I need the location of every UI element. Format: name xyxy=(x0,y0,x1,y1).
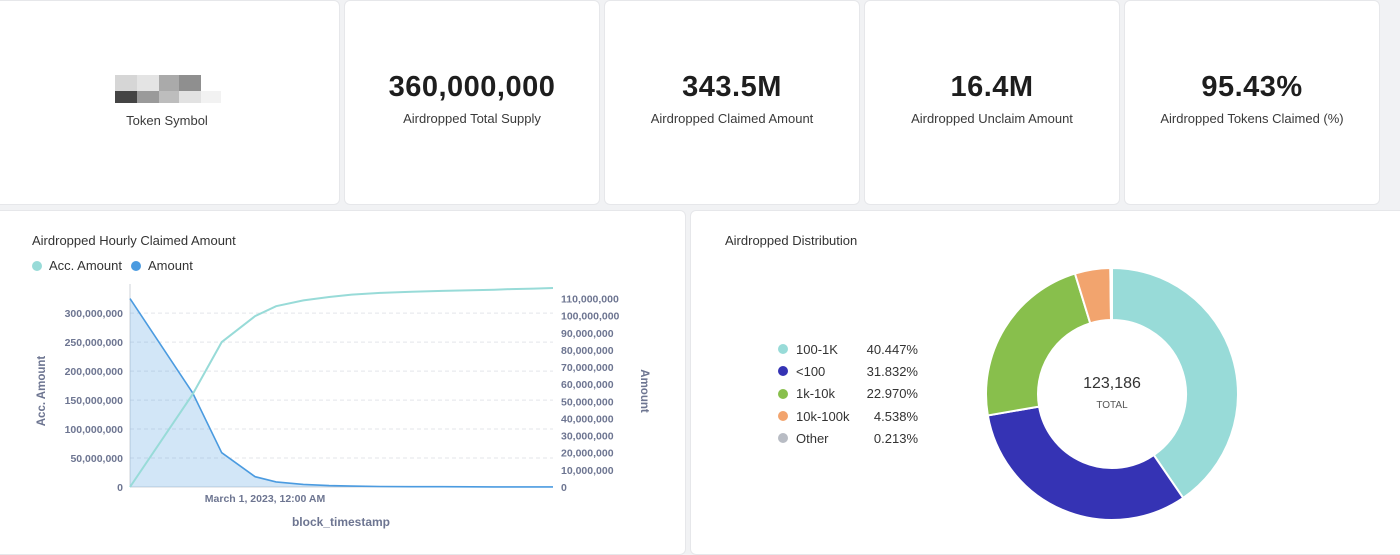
amount-line[interactable] xyxy=(129,298,553,488)
y2-axis-title: Amount xyxy=(638,369,650,413)
acc-amount-line[interactable] xyxy=(129,287,554,488)
kpi-total-supply-card: 360,000,000 Airdropped Total Supply xyxy=(344,0,600,205)
unclaimed-label: Airdropped Unclaim Amount xyxy=(911,111,1073,126)
y-axis-tick-label: 50,000,000 xyxy=(70,453,123,465)
legend-item-1k-10k[interactable]: 1k-10k 22.970% xyxy=(778,383,978,405)
hourly-claimed-panel xyxy=(0,210,686,555)
y2-axis-tick-label: 70,000,000 xyxy=(561,362,614,374)
acc-amount-legend-dot xyxy=(32,260,42,271)
y2-axis-tick-label: 10,000,000 xyxy=(561,465,614,477)
x-axis-title: block_timestamp xyxy=(292,515,390,529)
hourly-claimed-chart[interactable]: 0 50,000,000 100,000,000 150,000,000 200,000… xyxy=(0,280,680,540)
amount-legend-dot xyxy=(131,260,141,271)
y2-axis-tick-label: 110,000,000 xyxy=(561,294,619,306)
legend-dot-lt-100 xyxy=(778,366,788,377)
legend-dot-other xyxy=(778,433,788,444)
kpi-token-symbol-card: Token Symbol xyxy=(0,0,340,205)
hourly-legend-acc[interactable]: Acc. Amount xyxy=(32,258,122,273)
y2-axis-tick-label: 40,000,000 xyxy=(561,413,614,425)
distribution-donut-chart[interactable]: 123,186 TOTAL xyxy=(980,262,1244,526)
y-axis-tick-label: 150,000,000 xyxy=(65,395,124,407)
acc-amount-legend-label: Acc. Amount xyxy=(49,258,122,273)
y-axis-tick-label: 0 xyxy=(117,482,123,494)
x-axis-tick-label: March 1, 2023, 12:00 AM xyxy=(205,493,326,505)
legend-pct: 40.447% xyxy=(866,341,918,357)
legend-pct: 22.970% xyxy=(866,386,918,402)
unclaimed-value: 16.4M xyxy=(950,71,1034,103)
legend-item-other[interactable]: Other 0.213% xyxy=(778,427,978,449)
legend-pct: 0.213% xyxy=(873,430,918,446)
kpi-claimed-pct-card: 95.43% Airdropped Tokens Claimed (%) xyxy=(1124,0,1380,205)
y2-axis-tick-label: 60,000,000 xyxy=(561,379,614,391)
y2-axis-tick-label: 30,000,000 xyxy=(561,431,614,443)
y-axis-tick-label: 300,000,000 xyxy=(65,308,124,320)
y2-axis-tick-label: 100,000,000 xyxy=(561,311,620,323)
y-axis-title: Acc. Amount xyxy=(36,356,48,427)
donut-total-value: 123,186 xyxy=(1083,375,1141,392)
donut-total-label: TOTAL xyxy=(1096,400,1128,411)
kpi-unclaimed-card: 16.4M Airdropped Unclaim Amount xyxy=(864,0,1120,205)
y2-axis-tick-label: 20,000,000 xyxy=(561,448,614,460)
claimed-pct-value: 95.43% xyxy=(1201,71,1303,103)
legend-pct: 4.538% xyxy=(873,408,918,424)
y2-axis-tick-label: 0 xyxy=(561,482,567,494)
donut-slice-100-1k[interactable] xyxy=(1111,266,1239,500)
amount-area xyxy=(130,298,553,487)
legend-name: 1k-10k xyxy=(796,386,836,402)
total-supply-label: Airdropped Total Supply xyxy=(403,111,541,126)
token-symbol-label: Token Symbol xyxy=(126,113,208,128)
legend-name: 100-1K xyxy=(796,341,838,357)
legend-name: 10k-100k xyxy=(796,408,850,424)
hourly-panel-title: Airdropped Hourly Claimed Amount xyxy=(32,233,236,248)
donut-slice-1k-10k[interactable] xyxy=(985,272,1092,417)
amount-legend-label: Amount xyxy=(148,258,193,273)
legend-dot-100-1k xyxy=(778,344,788,355)
y-axis-tick-label: 100,000,000 xyxy=(65,424,124,436)
distribution-panel-title: Airdropped Distribution xyxy=(725,233,858,248)
claimed-value: 343.5M xyxy=(682,71,782,103)
distribution-legend: 100-1K 40.447% <100 31.832% 1k-10k 22.97… xyxy=(778,338,978,449)
claimed-label: Airdropped Claimed Amount xyxy=(650,111,814,126)
y-axis-tick-label: 250,000,000 xyxy=(65,337,124,349)
token-symbol-image xyxy=(115,75,221,105)
hourly-legend-amount[interactable]: Amount xyxy=(131,258,193,273)
legend-name: Other xyxy=(796,430,829,446)
donut-slice-other[interactable] xyxy=(1109,266,1113,322)
donut-slice--100[interactable] xyxy=(986,405,1185,521)
legend-dot-1k-10k xyxy=(778,388,788,399)
legend-item-10k-100k[interactable]: 10k-100k 4.538% xyxy=(778,405,978,427)
y2-axis-tick-label: 50,000,000 xyxy=(561,396,614,408)
legend-item-100-1k[interactable]: 100-1K 40.447% xyxy=(778,338,978,360)
y2-axis-tick-label: 80,000,000 xyxy=(561,345,614,357)
legend-pct: 31.832% xyxy=(866,363,918,379)
y-axis-tick-label: 200,000,000 xyxy=(65,366,124,378)
claimed-pct-label: Airdropped Tokens Claimed (%) xyxy=(1160,111,1344,126)
y2-axis-tick-label: 90,000,000 xyxy=(561,328,614,340)
kpi-claimed-card: 343.5M Airdropped Claimed Amount xyxy=(604,0,860,205)
legend-item-lt-100[interactable]: <100 31.832% xyxy=(778,360,978,382)
legend-dot-10k-100k xyxy=(778,411,788,422)
legend-name: <100 xyxy=(796,363,826,379)
total-supply-value: 360,000,000 xyxy=(388,71,556,103)
